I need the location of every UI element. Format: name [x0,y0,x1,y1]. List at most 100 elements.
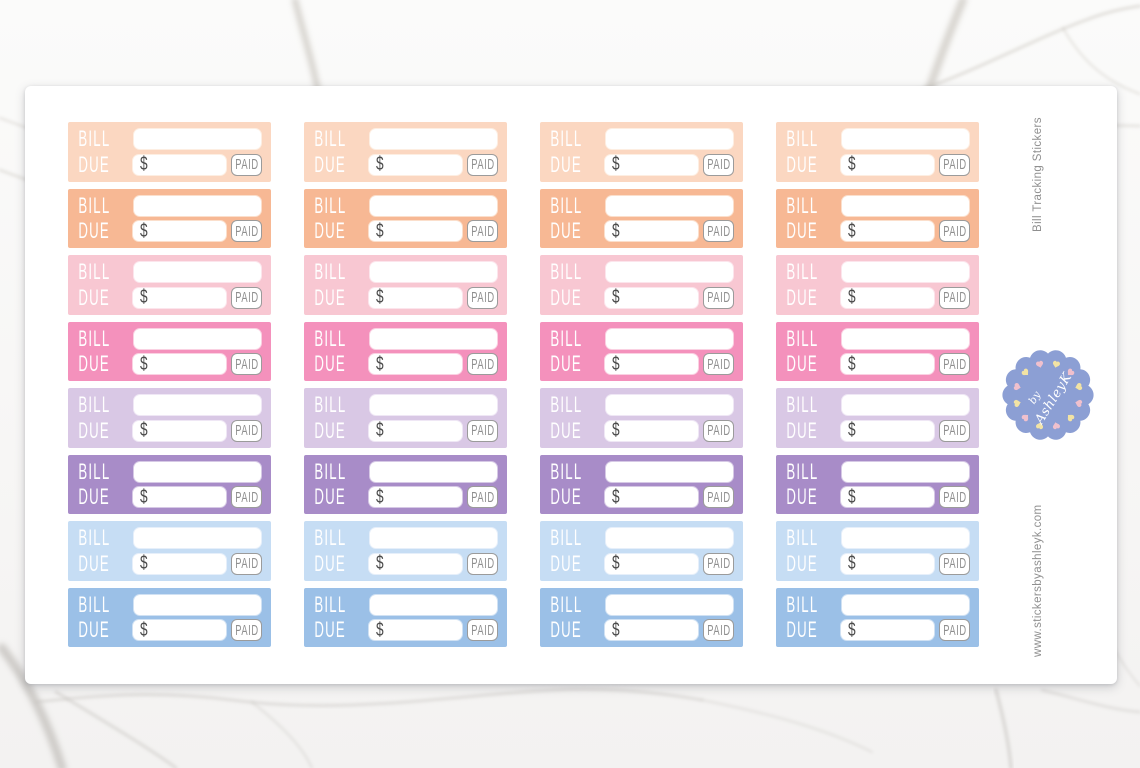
bill-row: BILL [548,327,734,350]
heart-icon [1021,368,1029,376]
due-row: DUE $ PAID [784,353,970,375]
due-label: DUE [78,218,110,243]
paid-label: PAID [234,355,259,373]
bill-name-blank-box [133,261,262,283]
dollar-sign: $ [376,220,385,242]
bill-row: BILL [548,128,734,150]
due-row: DUE $ PAID [312,220,498,242]
bill-label: BILL [314,525,347,550]
bill-name-blank-box [841,593,970,616]
bill-sticker-pink-3: BILL DUE $ PAID [540,321,743,381]
amount-blank-box: $ [132,353,227,375]
bill-row: BILL [76,394,262,416]
bill-sticker-pink-2: BILL DUE $ PAID [304,321,507,381]
bill-row: BILL [784,327,970,350]
bill-name-blank-box [841,460,970,483]
bill-row: BILL [784,527,970,549]
paid-checkbox: PAID [467,286,498,309]
sheet-title-vertical-text: Bill Tracking Stickers [1032,117,1044,233]
bill-row: BILL [76,261,262,283]
heart-icon [1021,414,1029,422]
amount-blank-box: $ [368,486,463,508]
paid-checkbox: PAID [703,619,734,641]
bill-sticker-light-lavender-2: BILL DUE $ PAID [304,388,507,448]
bill-sticker-light-pink-3: BILL DUE $ PAID [540,255,743,315]
due-label: DUE [78,351,110,376]
bill-sticker-blue-2: BILL DUE $ PAID [304,587,507,647]
bill-sticker-light-peach-2: BILL DUE $ PAID [304,122,507,182]
paid-checkbox: PAID [231,486,262,508]
due-label: DUE [550,417,582,443]
due-row: DUE $ PAID [784,220,970,242]
due-row: DUE $ PAID [784,286,970,309]
amount-blank-box: $ [132,486,227,508]
amount-blank-box: $ [604,486,699,508]
amount-blank-box: $ [840,419,935,442]
heart-icon [1067,368,1075,376]
dollar-sign: $ [848,154,857,175]
due-label: DUE [550,284,582,310]
bill-name-blank-box [841,194,970,217]
due-label: DUE [786,484,818,509]
bill-label: BILL [78,259,111,284]
due-row: DUE $ PAID [548,284,734,310]
paid-checkbox: PAID [939,486,970,508]
bill-label: BILL [550,126,583,151]
paid-checkbox: PAID [467,153,498,176]
dollar-sign: $ [848,486,857,508]
amount-blank-box: $ [368,419,463,442]
paid-checkbox: PAID [231,220,262,242]
due-label: DUE [786,351,818,376]
paid-label: PAID [234,555,259,572]
bill-name-blank-box [133,527,262,549]
due-label: DUE [786,550,818,576]
amount-blank-box: $ [132,419,227,442]
due-label: DUE [314,617,346,642]
due-row: DUE $ PAID [76,153,262,176]
due-label: DUE [78,484,110,509]
dollar-sign: $ [612,154,621,175]
bill-label: BILL [314,591,347,617]
paid-checkbox: PAID [231,619,262,641]
due-row: DUE $ PAID [548,153,734,176]
sticker-grid: BILL DUE $ PAID BILL DUE $ PAID [68,122,979,647]
amount-blank-box: $ [840,353,935,375]
due-label: DUE [550,550,582,576]
due-label: DUE [78,284,110,310]
bill-label: BILL [314,126,347,151]
due-row: DUE $ PAID [784,486,970,508]
brand-badge-graphic: by AshleyK [1002,350,1094,440]
paid-label: PAID [470,355,495,373]
sticker-sheet: BILL DUE $ PAID BILL DUE $ PAID [25,86,1117,684]
due-row: DUE $ PAID [312,286,498,309]
due-label: DUE [78,417,110,443]
paid-label: PAID [942,488,967,506]
bill-label: BILL [78,126,111,151]
bill-sticker-light-peach-4: BILL DUE $ PAID [776,122,979,182]
due-label: DUE [78,550,110,576]
bill-row: BILL [784,460,970,483]
due-row: DUE $ PAID [548,353,734,375]
bill-label: BILL [78,325,111,351]
bill-label: BILL [550,525,583,550]
bill-sticker-light-blue-2: BILL DUE $ PAID [304,521,507,581]
dollar-sign: $ [848,287,857,308]
dollar-sign: $ [376,486,385,508]
paid-label: PAID [706,555,731,572]
bill-sticker-peach-3: BILL DUE $ PAID [540,188,743,248]
bill-row: BILL [784,128,970,150]
paid-label: PAID [470,555,495,572]
bill-row: BILL [312,261,498,283]
amount-blank-box: $ [368,153,463,176]
bill-label: BILL [78,192,111,218]
bill-name-blank-box [369,527,498,549]
due-label: DUE [314,218,346,243]
paid-checkbox: PAID [703,286,734,309]
paid-checkbox: PAID [467,552,498,575]
paid-label: PAID [942,422,967,439]
dollar-sign: $ [612,353,621,375]
dollar-sign: $ [848,353,857,375]
amount-blank-box: $ [368,286,463,309]
amount-blank-box: $ [604,153,699,176]
bill-name-blank-box [133,327,262,350]
